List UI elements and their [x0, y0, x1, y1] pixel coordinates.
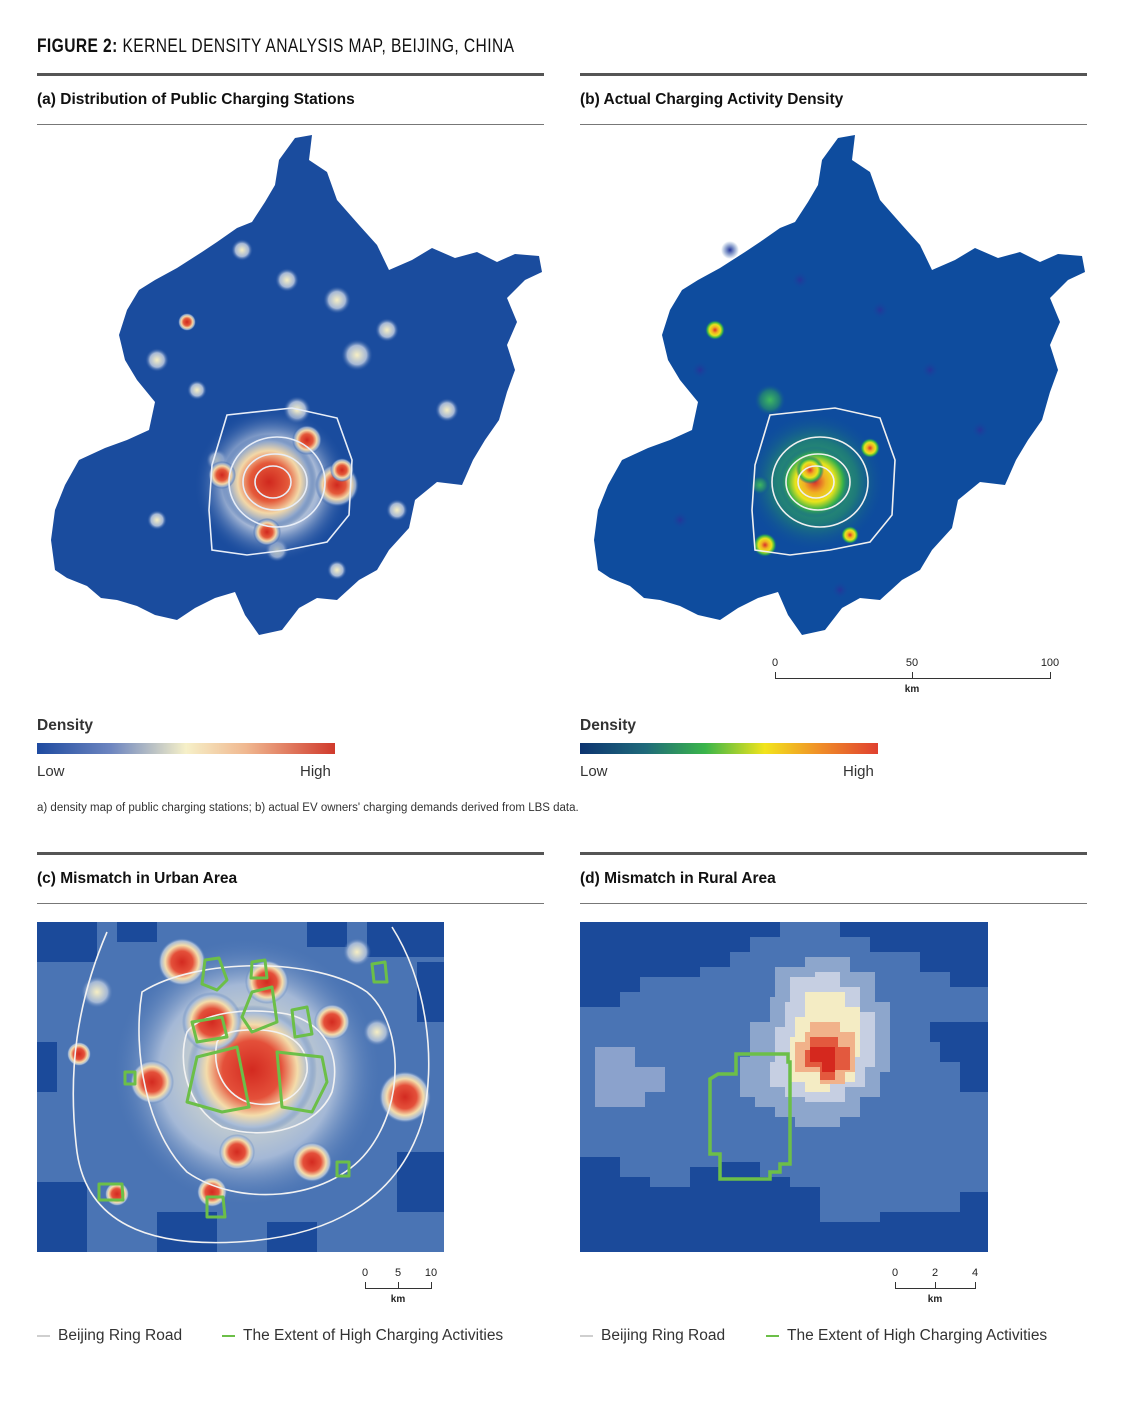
- panel-b-top-rule: [580, 73, 1087, 76]
- map-c-density-layer: [67, 937, 431, 1207]
- panel-b-title: (b) Actual Charging Activity Density: [580, 91, 844, 108]
- footnote: a) density map of public charging statio…: [37, 802, 579, 814]
- key-d-high-activity: The Extent of High Charging Activities: [766, 1327, 1047, 1345]
- scalebar-c-tick-0: 0: [361, 1267, 369, 1279]
- scalebar-b-tick-2: 100: [1040, 657, 1060, 669]
- scalebar-d-tick-0: 0: [891, 1267, 899, 1279]
- panel-c-bottom-rule: [37, 903, 544, 904]
- legend-b-high: High: [843, 763, 874, 780]
- ring-road-swatch-icon: [37, 1335, 50, 1337]
- scalebar-c-tick-2: 10: [424, 1267, 438, 1279]
- map-b-charging-activity: [594, 135, 1085, 635]
- panel-a-top-rule: [37, 73, 544, 76]
- scalebar-b-unit: km: [904, 684, 920, 695]
- panel-c-title: (c) Mismatch in Urban Area: [37, 870, 238, 887]
- map-a-density-layer: [145, 239, 459, 580]
- legend-a-title: Density: [37, 717, 93, 734]
- figure-title: FIGURE 2: KERNEL DENSITY ANALYSIS MAP, B…: [37, 36, 514, 58]
- map-a-ring-roads: [208, 407, 353, 556]
- figure-label: FIGURE 2:: [37, 36, 118, 57]
- scalebar-d: 0 2 4 km: [892, 1267, 985, 1307]
- legend-a-high: High: [300, 763, 331, 780]
- map-d-density-layer: [595, 957, 890, 1127]
- legend-b-title: Density: [580, 717, 636, 734]
- scalebar-b-tick-0: 0: [771, 657, 779, 669]
- figure-title-text: KERNEL DENSITY ANALYSIS MAP, BEIJING, CH…: [117, 36, 515, 57]
- panel-d-title: (d) Mismatch in Rural Area: [580, 870, 776, 887]
- scalebar-c: 0 5 10 km: [362, 1267, 437, 1307]
- panel-c-top-rule: [37, 852, 544, 855]
- map-d-rural-mismatch: [580, 922, 988, 1252]
- panel-b-bottom-rule: [580, 124, 1087, 125]
- scalebar-d-tick-1: 2: [931, 1267, 939, 1279]
- ring-road-swatch-icon: [580, 1335, 593, 1337]
- legend-a-color-ramp: [37, 743, 335, 754]
- key-d-ring-road-label: Beijing Ring Road: [601, 1327, 726, 1344]
- scalebar-b-tick-1: 50: [905, 657, 919, 669]
- legend-b-color-ramp: [580, 743, 878, 754]
- key-d-ring-road: Beijing Ring Road: [580, 1327, 725, 1345]
- key-c-ring-road: Beijing Ring Road: [37, 1327, 182, 1345]
- map-d-high-activity-extent: [708, 1052, 792, 1181]
- panel-a-title: (a) Distribution of Public Charging Stat…: [37, 91, 355, 108]
- key-c-high-activity: The Extent of High Charging Activities: [222, 1327, 503, 1345]
- high-activity-swatch-icon: [766, 1335, 779, 1337]
- high-activity-swatch-icon: [222, 1335, 235, 1337]
- legend-a-low: Low: [37, 763, 65, 780]
- map-c-urban-mismatch: [37, 922, 444, 1252]
- scalebar-d-tick-2: 4: [971, 1267, 979, 1279]
- scalebar-b: 0 50 100 km: [772, 657, 1059, 697]
- map-c-high-activity-extents: [97, 956, 389, 1219]
- scalebar-c-unit: km: [390, 1294, 406, 1305]
- panel-a-bottom-rule: [37, 124, 544, 125]
- panel-d-top-rule: [580, 852, 1087, 855]
- panel-d-bottom-rule: [580, 903, 1087, 904]
- key-d-high-activity-label: The Extent of High Charging Activities: [787, 1327, 1048, 1344]
- legend-b-low: Low: [580, 763, 608, 780]
- map-d-low-density-cells: [580, 922, 988, 1252]
- map-a-charging-stations: [51, 135, 542, 635]
- key-c-ring-road-label: Beijing Ring Road: [58, 1327, 183, 1344]
- map-b-ring-roads: [751, 407, 896, 556]
- scalebar-c-tick-1: 5: [394, 1267, 402, 1279]
- key-c-high-activity-label: The Extent of High Charging Activities: [243, 1327, 504, 1344]
- scalebar-d-unit: km: [927, 1294, 943, 1305]
- map-c-low-density-cells: [37, 922, 444, 1252]
